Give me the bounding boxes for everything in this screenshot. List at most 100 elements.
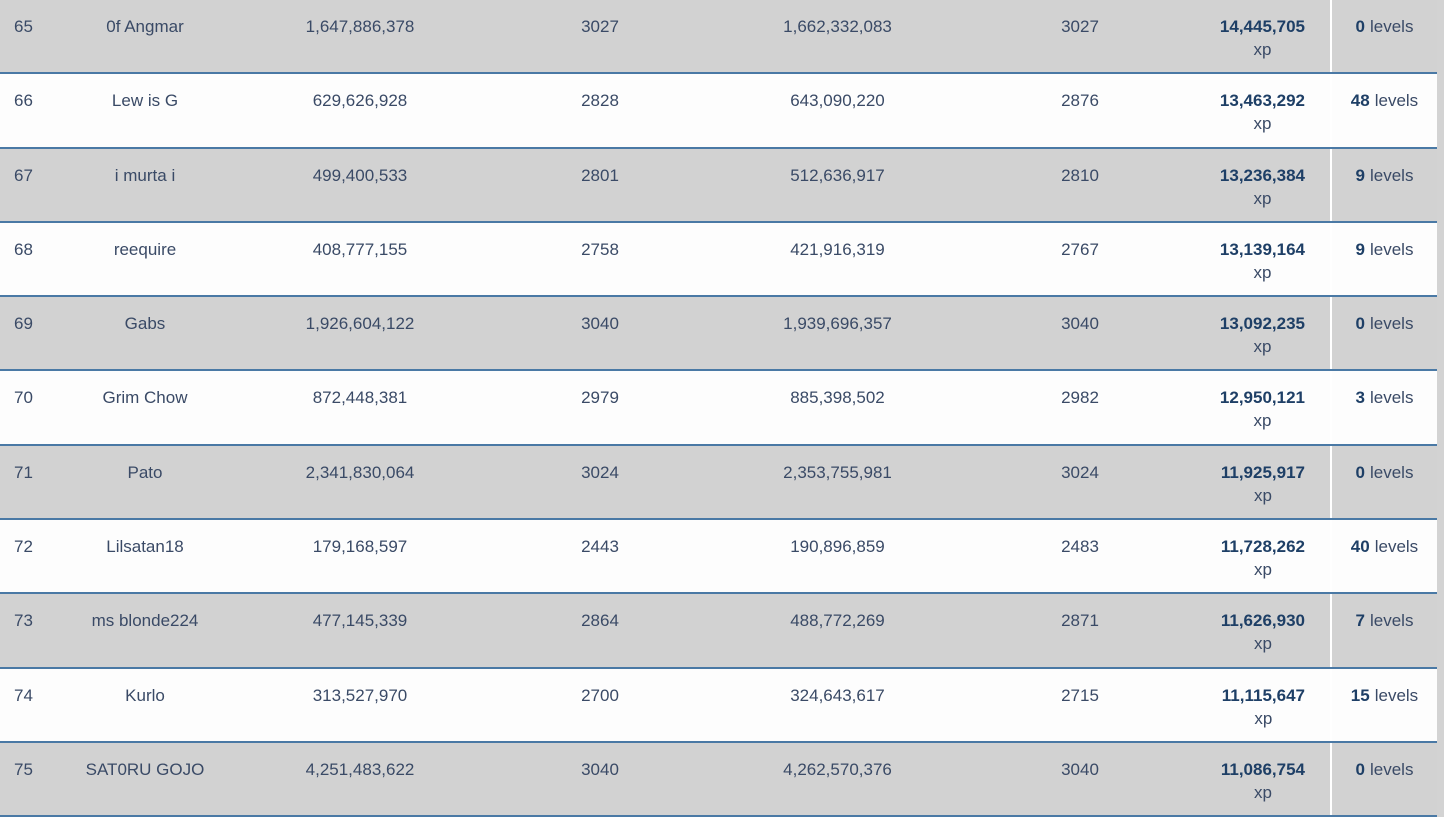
end-level-value: 2810 xyxy=(1061,165,1099,185)
gained-xp-cell: 11,728,262 xp xyxy=(1195,520,1330,592)
leaderboard-row: 75 SAT0RU GOJO 4,251,483,622 3040 4,262,… xyxy=(0,742,1437,817)
start-xp-value: 1,647,886,378 xyxy=(305,17,415,36)
start-level-value: 3040 xyxy=(581,759,619,779)
start-xp-value: 2,341,830,064 xyxy=(305,462,415,482)
end-xp-value: 488,772,269 xyxy=(790,611,885,631)
end-xp-value: 1,939,696,357 xyxy=(783,314,892,334)
gained-xp-value: 13,139,164 xyxy=(1219,239,1305,259)
start-level-value: 2443 xyxy=(581,537,619,557)
start-xp-value: 1,926,604,122 xyxy=(305,314,415,334)
gained-xp-cell: 13,236,384 xp xyxy=(1195,149,1330,221)
player-name: Gabs xyxy=(124,314,166,334)
xp-unit-label: xp xyxy=(1253,188,1272,208)
xp-unit-label: xp xyxy=(1253,114,1272,134)
gained-levels-cell: 9 levels xyxy=(1330,148,1437,221)
levels-unit-label: levels xyxy=(1374,537,1419,557)
levels-unit-label: levels xyxy=(1374,91,1419,111)
gained-levels-cell: 48 levels xyxy=(1330,74,1437,147)
gained-xp-value: 11,728,262 xyxy=(1220,537,1305,557)
rank-value: 65 xyxy=(14,17,33,36)
end-level-value: 2876 xyxy=(1061,91,1099,111)
leaderboard-row: 68 reequire 408,777,155 2758 421,916,319… xyxy=(0,222,1437,298)
end-xp-value: 1,662,332,083 xyxy=(783,17,892,36)
end-level-value: 3040 xyxy=(1061,314,1099,334)
gained-levels-value: 15 xyxy=(1350,685,1370,705)
player-name: i murta i xyxy=(114,165,176,185)
gained-xp-block: 11,086,754 xp xyxy=(1221,758,1305,815)
gained-levels-cell: 0 levels xyxy=(1330,0,1437,73)
xp-unit-label: xp xyxy=(1253,782,1272,802)
end-xp-value: 190,896,859 xyxy=(790,537,885,557)
start-level-value: 3040 xyxy=(581,314,619,334)
player-name: SAT0RU GOJO xyxy=(85,759,205,779)
player-name: Grim Chow xyxy=(102,388,188,408)
rank-value: 75 xyxy=(14,759,33,779)
leaderboard-row: 67 i murta i 499,400,533 2801 512,636,91… xyxy=(0,148,1437,223)
gained-xp-cell: 13,139,164 xp xyxy=(1195,223,1330,295)
levels-unit-label: levels xyxy=(1370,388,1414,408)
start-xp-value: 499,400,533 xyxy=(312,165,408,185)
gained-xp-value: 14,445,705 xyxy=(1219,17,1305,36)
leaderboard-row: 66 Lew is G 629,626,928 2828 643,090,220… xyxy=(0,74,1437,149)
rank-value: 74 xyxy=(14,685,33,705)
start-xp-value: 313,527,970 xyxy=(312,685,408,705)
gained-xp-block: 13,463,292 xp xyxy=(1220,89,1305,146)
gained-levels-value: 7 xyxy=(1355,611,1365,631)
start-xp-value: 477,145,339 xyxy=(312,611,408,631)
leaderboard-row: 70 Grim Chow 872,448,381 2979 885,398,50… xyxy=(0,371,1437,446)
leaderboard-row: 73 ms blonde224 477,145,339 2864 488,772… xyxy=(0,594,1437,669)
gained-xp-block: 11,115,647 xp xyxy=(1222,684,1305,741)
gained-levels-value: 9 xyxy=(1355,239,1365,259)
levels-unit-label: levels xyxy=(1374,685,1419,705)
start-level-value: 2801 xyxy=(581,165,619,185)
gained-xp-cell: 12,950,121 xp xyxy=(1195,371,1330,443)
end-level-value: 2715 xyxy=(1061,685,1099,705)
player-name: ms blonde224 xyxy=(91,611,199,631)
end-level-value: 2982 xyxy=(1061,388,1099,408)
gained-levels-value: 48 xyxy=(1350,91,1370,111)
gained-levels-cell: 40 levels xyxy=(1330,520,1437,593)
gained-xp-value: 11,086,754 xyxy=(1220,759,1305,779)
gained-levels-cell: 15 levels xyxy=(1330,668,1437,741)
gained-levels-value: 3 xyxy=(1355,388,1365,408)
rank-value: 68 xyxy=(14,239,33,259)
end-level-value: 2483 xyxy=(1061,537,1099,557)
gained-xp-value: 11,925,917 xyxy=(1220,462,1305,482)
xp-unit-label: xp xyxy=(1253,337,1272,357)
xp-unit-label: xp xyxy=(1253,485,1272,505)
xp-unit-label: xp xyxy=(1253,560,1272,580)
gained-xp-value: 11,626,930 xyxy=(1220,611,1305,631)
gained-xp-block: 14,445,705 xp xyxy=(1220,15,1305,72)
end-level-value: 2767 xyxy=(1061,239,1099,259)
rank-value: 69 xyxy=(14,314,33,334)
gained-xp-cell: 11,626,930 xp xyxy=(1195,594,1330,666)
gained-xp-block: 12,950,121 xp xyxy=(1220,386,1305,443)
levels-unit-label: levels xyxy=(1370,165,1414,185)
gained-xp-block: 11,626,930 xp xyxy=(1221,609,1305,666)
gained-xp-value: 13,092,235 xyxy=(1219,314,1305,334)
gained-xp-cell: 14,445,705 xp xyxy=(1195,0,1330,72)
levels-unit-label: levels xyxy=(1370,314,1414,334)
gained-xp-block: 13,139,164 xp xyxy=(1220,238,1305,295)
gained-xp-value: 11,115,647 xyxy=(1221,685,1305,705)
leaderboard-row: 71 Pato 2,341,830,064 3024 2,353,755,981… xyxy=(0,445,1437,521)
end-xp-value: 421,916,319 xyxy=(790,239,885,259)
leaderboard-row: 69 Gabs 1,926,604,122 3040 1,939,696,357… xyxy=(0,297,1437,372)
levels-unit-label: levels xyxy=(1370,759,1414,779)
end-xp-value: 324,643,617 xyxy=(790,685,885,705)
rank-value: 71 xyxy=(14,462,33,482)
rank-value: 73 xyxy=(14,611,33,631)
gained-levels-cell: 9 levels xyxy=(1330,222,1437,296)
gained-levels-value: 40 xyxy=(1350,537,1370,557)
end-xp-value: 4,262,570,376 xyxy=(783,759,892,779)
gained-levels-value: 0 xyxy=(1355,17,1365,36)
levels-unit-label: levels xyxy=(1370,17,1414,36)
leaderboard-row: 72 Lilsatan18 179,168,597 2443 190,896,8… xyxy=(0,520,1437,595)
gained-levels-value: 0 xyxy=(1355,462,1365,482)
end-xp-value: 512,636,917 xyxy=(790,165,885,185)
player-name: Kurlo xyxy=(125,685,165,705)
rank-value: 67 xyxy=(14,165,33,185)
gained-levels-value: 9 xyxy=(1355,165,1365,185)
player-name: Lew is G xyxy=(111,91,179,111)
end-xp-value: 885,398,502 xyxy=(790,388,885,408)
